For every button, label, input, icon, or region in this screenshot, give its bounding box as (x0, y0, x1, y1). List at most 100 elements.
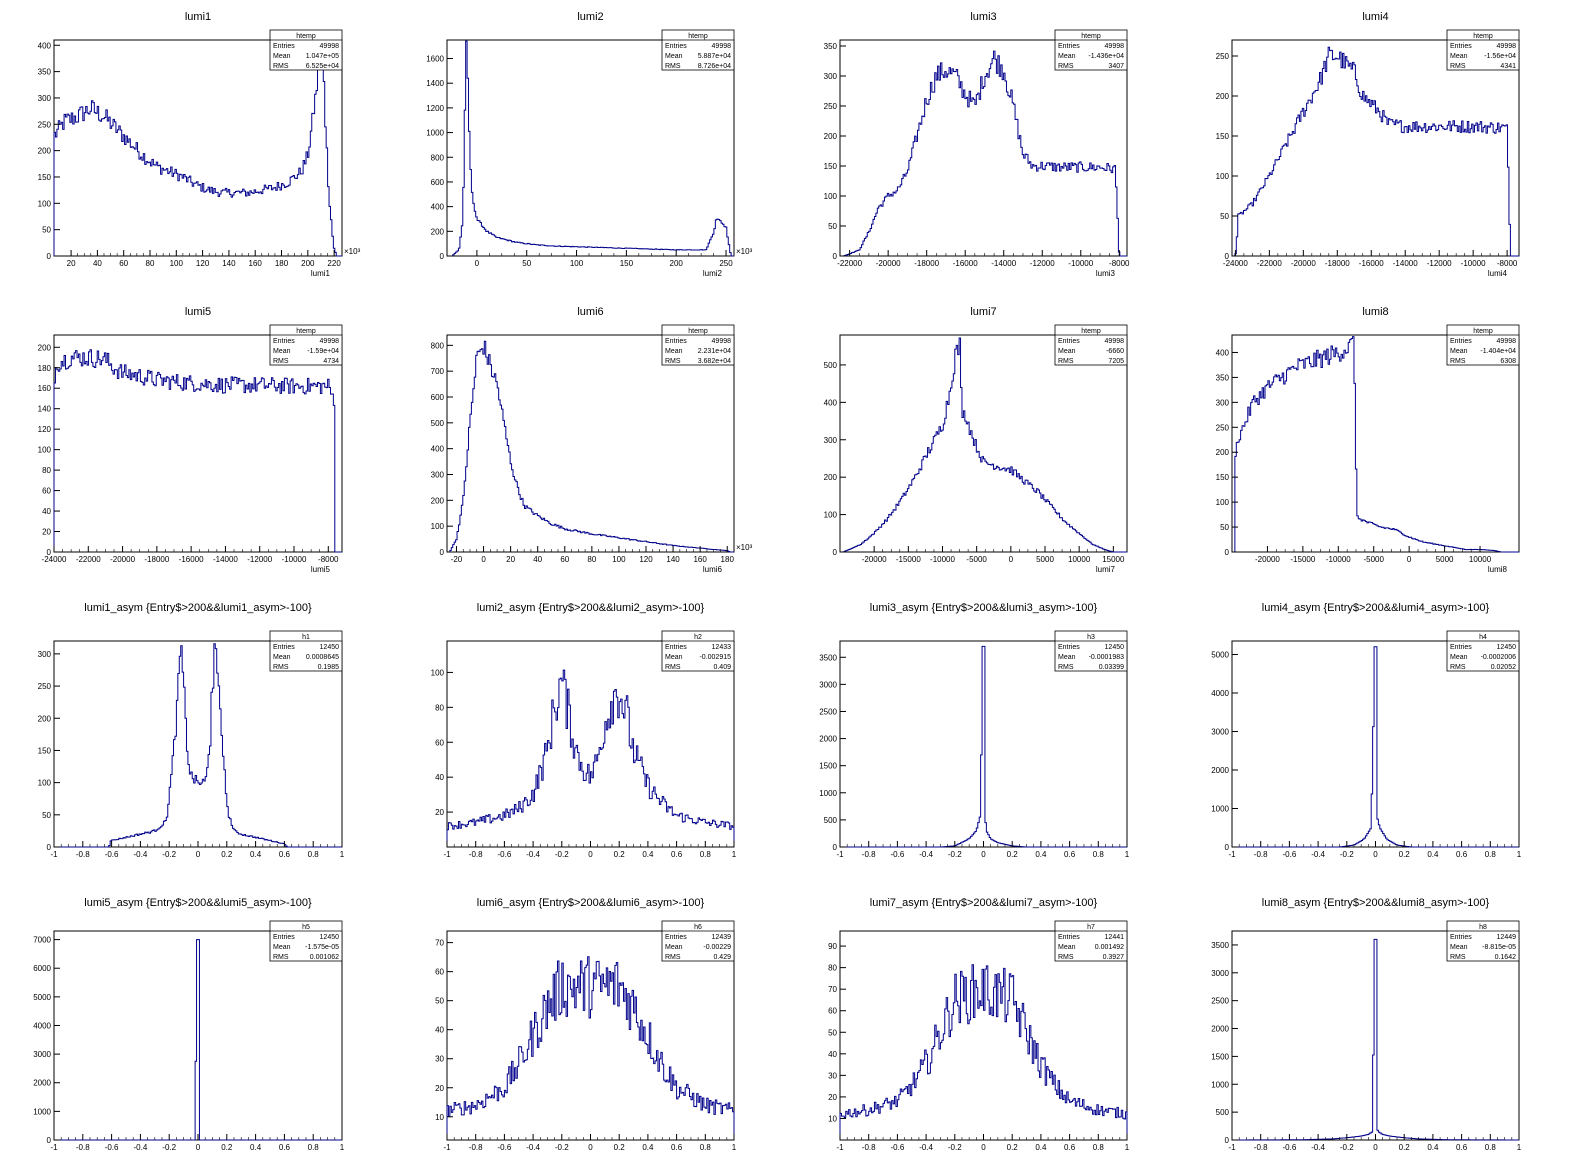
y-tick-label: 600 (431, 178, 445, 187)
x-tick-label: -0.8 (469, 850, 483, 859)
y-tick-label: 160 (38, 384, 52, 393)
stats-value-entries: 12449 (1497, 934, 1517, 941)
plot-frame (839, 930, 1128, 1141)
x-tick-label: 1 (1125, 850, 1130, 859)
y-tick-label: 700 (431, 367, 445, 376)
stats-box (269, 324, 343, 366)
histogram-series (1232, 646, 1519, 848)
y-tick-label: 50 (1220, 212, 1229, 221)
x-tick-label: 0.6 (1456, 850, 1468, 859)
x-tick-label: 0.2 (221, 850, 233, 859)
stats-box (661, 29, 735, 71)
x-tick-label: 0.4 (250, 850, 262, 859)
x-tick-label: 0.8 (700, 1143, 712, 1152)
plot-title: lumi4_asym {Entry$>200&&lumi4_asym>-100} (1262, 602, 1490, 614)
x-tick-label: 0.4 (642, 1143, 654, 1152)
stats-value-mean: -6660 (1106, 348, 1124, 355)
y-tick-label: 250 (1216, 52, 1230, 61)
stats-value-rms: 0.1642 (1495, 954, 1517, 961)
x-tick-label: 1 (1125, 1143, 1130, 1152)
y-tick-label: 40 (828, 1050, 837, 1059)
x-tick-label: -22000 (1257, 259, 1282, 268)
stats-key-mean: Mean (665, 654, 683, 661)
x-axis-label: lumi6 (703, 565, 723, 574)
stats-key-mean: Mean (1450, 944, 1468, 951)
x-tick-label: -0.8 (1254, 850, 1268, 859)
y-tick-label: 350 (824, 42, 838, 51)
y-tick-label: 500 (824, 361, 838, 370)
x-tick-label: 0.6 (671, 850, 683, 859)
x-tick-label: 0.2 (221, 1143, 233, 1152)
stats-box-name: h5 (302, 924, 310, 931)
y-tick-label: 500 (824, 816, 838, 825)
y-tick-label: 200 (824, 473, 838, 482)
x-tick-label: -5000 (966, 555, 987, 564)
x-tick-label: 0.8 (700, 850, 712, 859)
stats-box (1446, 29, 1520, 71)
y-tick-label: 7000 (33, 936, 51, 945)
stats-value-entries: 49998 (1105, 338, 1125, 345)
x-tick-label: 20 (506, 555, 515, 564)
x-tick-label: 0.4 (250, 1143, 262, 1152)
histogram-panel: lumi8 -20000 -15000 -10000 -5000 0 5000 10000 0 5… (1216, 306, 1520, 574)
y-tick-label: 600 (431, 393, 445, 402)
stats-box (269, 29, 343, 71)
stats-value-rms: 6308 (1500, 358, 1516, 365)
plot-frame (839, 39, 1128, 257)
x-tick-label: -0.8 (862, 850, 876, 859)
stats-box (1054, 324, 1128, 366)
x-tick-label: -0.2 (1340, 1143, 1354, 1152)
plot-frame (839, 640, 1128, 848)
x-tick-label: 0.2 (614, 1143, 626, 1152)
x-tick-label: 5000 (1036, 555, 1054, 564)
plot-title: lumi3 (970, 11, 996, 23)
stats-value-rms: 0.03399 (1099, 664, 1124, 671)
histogram-panel: lumi4_asym {Entry$>200&&lumi4_asym>-100}… (1211, 602, 1522, 859)
stats-key-mean: Mean (1450, 348, 1468, 355)
histogram-series (839, 964, 1128, 1140)
x-tick-label: -12000 (1427, 259, 1452, 268)
x-tick-label: -10000 (282, 555, 307, 564)
y-tick-label: 0 (440, 548, 445, 557)
x-tick-label: -5000 (1363, 555, 1384, 564)
x-tick-label: -16000 (953, 259, 978, 268)
y-tick-label: 180 (38, 364, 52, 373)
histogram-panel: lumi3_asym {Entry$>200&&lumi3_asym>-100}… (819, 602, 1130, 859)
x-tick-label: 1 (1517, 850, 1522, 859)
x-tick-label: -0.2 (948, 850, 962, 859)
x-tick-label: -20 (451, 555, 463, 564)
plot-title: lumi6_asym {Entry$>200&&lumi6_asym>-100} (477, 897, 705, 909)
stats-key-rms: RMS (1450, 664, 1466, 671)
x-tick-label: 0.4 (642, 850, 654, 859)
y-tick-label: 60 (828, 1007, 837, 1016)
stats-key-entries: Entries (665, 934, 687, 941)
x-tick-label: -0.6 (498, 850, 512, 859)
y-tick-label: 1600 (426, 55, 444, 64)
x-tick-label: -1 (50, 850, 58, 859)
stats-box (269, 920, 343, 962)
histogram-panel: lumi2_asym {Entry$>200&&lumi2_asym>-100}… (431, 602, 737, 859)
y-tick-label: 100 (38, 446, 52, 455)
stats-key-rms: RMS (665, 63, 681, 70)
x-tick-label: 0 (481, 555, 486, 564)
x-tick-label: 80 (146, 259, 155, 268)
x-tick-label: 140 (666, 555, 680, 564)
stats-key-rms: RMS (665, 664, 681, 671)
y-tick-label: 200 (38, 343, 52, 352)
y-tick-label: 100 (38, 779, 52, 788)
stats-key-mean: Mean (665, 348, 683, 355)
y-tick-label: 150 (38, 173, 52, 182)
x-tick-label: 80 (587, 555, 596, 564)
x-tick-label: 0.4 (1427, 850, 1439, 859)
x-tick-label: 10000 (1469, 555, 1492, 564)
stats-value-entries: 12450 (320, 644, 340, 651)
stats-key-rms: RMS (1450, 63, 1466, 70)
stats-value-mean: 5.887e+04 (698, 53, 731, 60)
x-tick-label: 1 (732, 850, 737, 859)
x-tick-label: 15000 (1102, 555, 1125, 564)
x-tick-label: 1 (732, 1143, 737, 1152)
stats-box-name: htemp (688, 328, 708, 335)
y-tick-label: 500 (431, 419, 445, 428)
y-tick-label: 0 (1225, 548, 1230, 557)
